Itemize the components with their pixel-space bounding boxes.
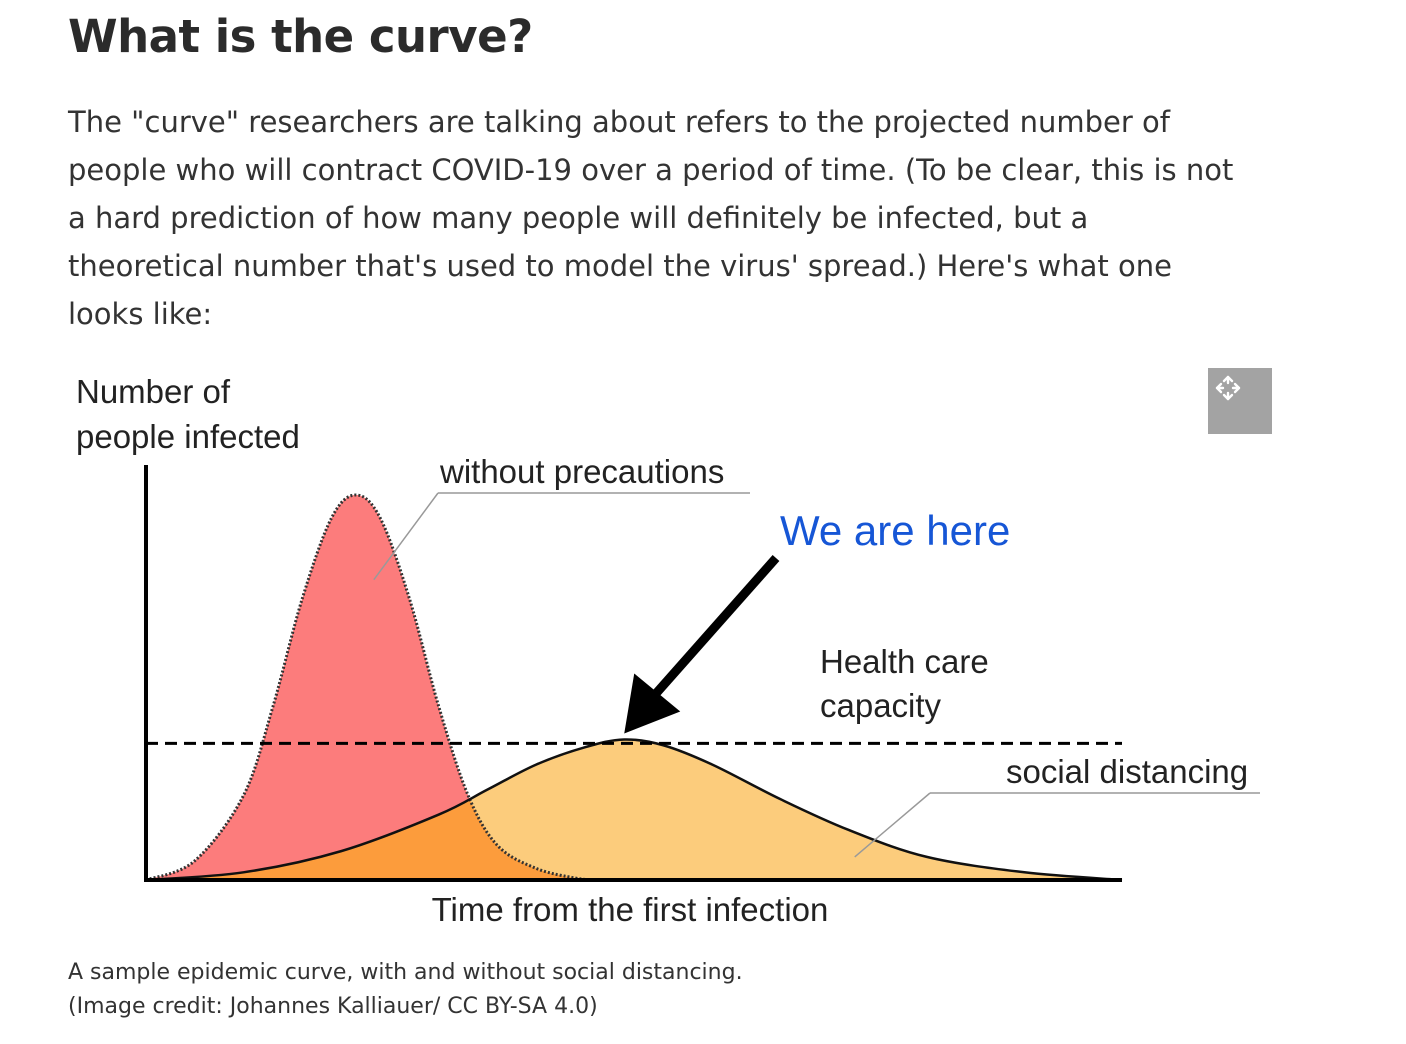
intro-line: theoretical number that's used to model … [68, 249, 1172, 283]
intro-line: looks like: [68, 297, 213, 331]
we-are-here-label: We are here [780, 507, 1010, 554]
page-title: What is the curve? [68, 10, 533, 63]
caption-line: A sample epidemic curve, with and withou… [68, 960, 743, 985]
annotation-arrow-head [624, 673, 681, 734]
caption-line: (Image credit: Johannes Kalliauer/ CC BY… [68, 994, 598, 1019]
y-axis-label: Number of [76, 373, 231, 410]
intro-line: people who will contract COVID-19 over a… [68, 153, 1234, 187]
health-care-capacity-label: capacity [820, 687, 942, 724]
intro-paragraph: The "curve" researchers are talking abou… [68, 98, 1298, 338]
epidemic-curve-chart: Number of people infected Time from the fi… [76, 373, 1260, 928]
series-label-without-precautions: without precautions [439, 453, 724, 490]
figure-caption: A sample epidemic curve, with and withou… [68, 956, 743, 1024]
label-leader-line [854, 792, 931, 858]
overlap-area [146, 739, 595, 880]
intro-line: a hard prediction of how many people wil… [68, 201, 1089, 235]
health-care-capacity-label: Health care [820, 643, 989, 680]
without-precautions-curve [145, 493, 596, 882]
expand-image-button[interactable] [1208, 368, 1272, 434]
intro-line: The "curve" researchers are talking abou… [68, 105, 1170, 139]
epidemic-curve-figure: Number of people infected Time from the fi… [60, 360, 1280, 940]
y-axis-label: people infected [76, 418, 300, 455]
x-axis-label: Time from the first infection [432, 891, 829, 928]
social-distancing-curve [145, 738, 1123, 882]
series-label-social-distancing: social distancing [1006, 753, 1248, 790]
annotation-arrow-shaft [650, 555, 780, 699]
label-leader-line [373, 492, 439, 581]
without-precautions-area [146, 495, 595, 880]
move-arrows-icon [1215, 375, 1241, 401]
